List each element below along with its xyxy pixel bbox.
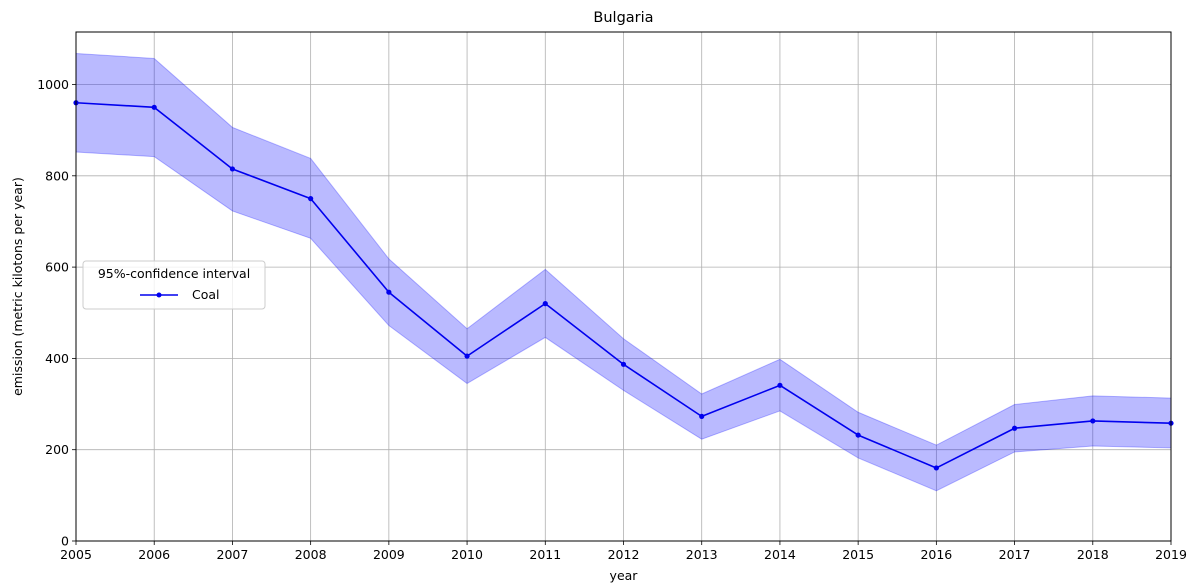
data-point <box>1011 425 1018 431</box>
data-point <box>386 289 392 295</box>
x-tick-label: 2019 <box>1155 547 1187 562</box>
y-axis-ticks: 0 200 400 600 800 1000 <box>37 77 76 549</box>
legend-entry-label: Coal <box>192 287 220 302</box>
x-tick-label: 2017 <box>999 547 1031 562</box>
y-tick-label: 0 <box>61 534 69 549</box>
data-point <box>933 465 939 471</box>
y-tick-label: 400 <box>45 351 69 366</box>
data-point <box>464 353 470 359</box>
x-tick-label: 2006 <box>138 547 170 562</box>
chart-title: Bulgaria <box>593 10 653 26</box>
data-point <box>1090 418 1096 424</box>
y-tick-label: 800 <box>45 168 69 183</box>
x-tick-label: 2018 <box>1077 547 1109 562</box>
x-tick-label: 2016 <box>920 547 952 562</box>
y-axis-title: emission (metric kilotons per year) <box>10 177 25 396</box>
x-tick-label: 2009 <box>373 547 405 562</box>
x-tick-label: 2007 <box>217 547 249 562</box>
x-tick-label: 2010 <box>451 547 483 562</box>
x-axis-title: year <box>610 568 639 583</box>
legend-swatch-marker <box>156 292 162 298</box>
y-tick-label: 1000 <box>37 77 69 92</box>
x-tick-label: 2015 <box>842 547 874 562</box>
x-tick-label: 2011 <box>529 547 561 562</box>
legend-title: 95%-confidence interval <box>98 266 250 281</box>
data-point <box>777 382 783 388</box>
data-point <box>229 166 236 172</box>
data-point <box>151 104 157 110</box>
x-tick-label: 2014 <box>764 547 796 562</box>
data-point <box>855 432 861 438</box>
data-point <box>699 413 705 419</box>
y-tick-label: 200 <box>45 442 69 457</box>
legend-box <box>82 260 266 310</box>
x-tick-label: 2008 <box>295 547 327 562</box>
x-tick-label: 2012 <box>608 547 640 562</box>
x-axis-ticks: 2005 2006 2007 2008 2009 2010 2011 2012 2013 2014… <box>60 541 1187 562</box>
x-tick-label: 2005 <box>60 547 92 562</box>
data-point <box>542 301 548 307</box>
data-point <box>308 196 314 202</box>
x-tick-label: 2013 <box>686 547 718 562</box>
data-point <box>620 361 627 367</box>
y-tick-label: 600 <box>45 260 69 275</box>
series-markers <box>73 100 1174 471</box>
legend: 95%-confidence interval Coal <box>82 260 266 310</box>
